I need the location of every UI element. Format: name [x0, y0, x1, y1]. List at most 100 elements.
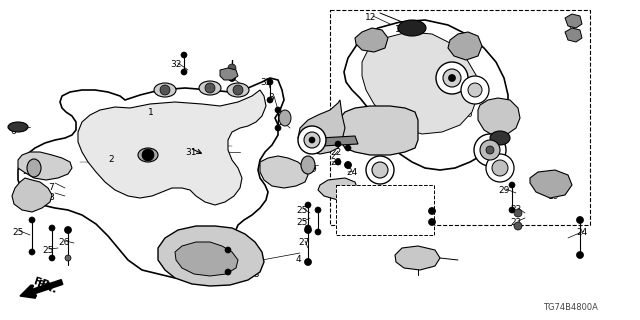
Text: 20: 20	[406, 262, 417, 271]
Circle shape	[315, 229, 321, 235]
Text: 13: 13	[358, 118, 369, 127]
Text: 21: 21	[473, 82, 484, 91]
Text: 16: 16	[462, 110, 474, 119]
Text: 16: 16	[488, 162, 499, 171]
Circle shape	[303, 160, 313, 170]
Circle shape	[335, 159, 341, 165]
Circle shape	[65, 227, 72, 234]
Circle shape	[486, 146, 494, 154]
Polygon shape	[260, 156, 308, 188]
Circle shape	[514, 222, 522, 230]
Text: 22: 22	[510, 205, 521, 214]
Text: 22: 22	[330, 158, 341, 167]
Polygon shape	[395, 246, 440, 270]
Polygon shape	[78, 90, 266, 205]
Text: 2: 2	[108, 155, 114, 164]
Circle shape	[305, 225, 311, 231]
Text: 22: 22	[510, 218, 521, 227]
Polygon shape	[362, 32, 478, 134]
Circle shape	[577, 217, 584, 223]
Polygon shape	[318, 178, 358, 200]
Circle shape	[449, 75, 456, 82]
Text: 18: 18	[548, 180, 559, 189]
Text: 25: 25	[296, 206, 307, 215]
Text: 25: 25	[42, 246, 53, 255]
Circle shape	[267, 97, 273, 103]
Bar	[336, 185, 434, 235]
Text: 21: 21	[450, 68, 461, 77]
Circle shape	[225, 247, 231, 253]
Circle shape	[29, 217, 35, 223]
Polygon shape	[565, 28, 582, 42]
Circle shape	[225, 269, 231, 275]
Circle shape	[509, 207, 515, 213]
Circle shape	[305, 259, 312, 266]
Text: 13: 13	[368, 190, 380, 199]
Text: 3: 3	[268, 93, 274, 102]
Circle shape	[474, 134, 506, 166]
Polygon shape	[478, 98, 520, 136]
Polygon shape	[175, 242, 238, 276]
Circle shape	[305, 202, 311, 208]
Text: 10: 10	[342, 193, 353, 202]
Circle shape	[366, 156, 394, 184]
Polygon shape	[530, 170, 572, 198]
Ellipse shape	[279, 110, 291, 126]
Text: 4: 4	[296, 255, 301, 264]
Text: 6: 6	[10, 127, 16, 136]
Circle shape	[335, 141, 341, 147]
Circle shape	[436, 62, 468, 94]
Circle shape	[228, 75, 236, 82]
Text: 28: 28	[248, 270, 259, 279]
Text: FR.: FR.	[35, 279, 58, 295]
Text: TG74B4800A: TG74B4800A	[543, 303, 598, 312]
Circle shape	[275, 125, 281, 131]
Circle shape	[298, 126, 326, 154]
Text: 22: 22	[330, 148, 341, 157]
Circle shape	[160, 85, 170, 95]
Circle shape	[228, 64, 236, 72]
Circle shape	[509, 182, 515, 188]
Text: 24: 24	[576, 228, 588, 237]
Circle shape	[181, 69, 187, 75]
Circle shape	[480, 140, 500, 160]
Text: 11: 11	[342, 205, 353, 214]
Circle shape	[29, 249, 35, 255]
Circle shape	[344, 162, 351, 169]
Circle shape	[514, 209, 522, 217]
Polygon shape	[565, 14, 582, 28]
Polygon shape	[344, 20, 508, 170]
Text: 34: 34	[418, 218, 429, 227]
Circle shape	[486, 154, 514, 182]
Ellipse shape	[138, 148, 158, 162]
Circle shape	[65, 255, 71, 261]
Polygon shape	[298, 100, 345, 154]
Circle shape	[468, 83, 482, 97]
Text: 15: 15	[322, 140, 333, 149]
Circle shape	[233, 85, 243, 95]
Text: 19: 19	[548, 192, 559, 201]
Circle shape	[443, 69, 461, 87]
Text: 23: 23	[568, 32, 579, 41]
Ellipse shape	[398, 20, 426, 36]
Text: 9: 9	[310, 165, 316, 174]
Polygon shape	[18, 152, 72, 180]
Text: 24: 24	[346, 168, 357, 177]
Text: 32: 32	[170, 60, 181, 69]
Circle shape	[29, 163, 39, 173]
Circle shape	[492, 160, 508, 176]
Text: 33: 33	[418, 205, 429, 214]
Circle shape	[142, 149, 154, 161]
FancyArrow shape	[20, 280, 63, 298]
Ellipse shape	[8, 122, 28, 132]
Circle shape	[461, 76, 489, 104]
Text: FR.: FR.	[32, 276, 54, 292]
Circle shape	[429, 219, 435, 226]
Polygon shape	[12, 178, 52, 212]
Circle shape	[577, 252, 584, 259]
Text: 5: 5	[22, 167, 28, 176]
Circle shape	[49, 225, 55, 231]
Text: 14: 14	[322, 130, 333, 139]
Circle shape	[304, 132, 320, 148]
Polygon shape	[355, 28, 388, 52]
